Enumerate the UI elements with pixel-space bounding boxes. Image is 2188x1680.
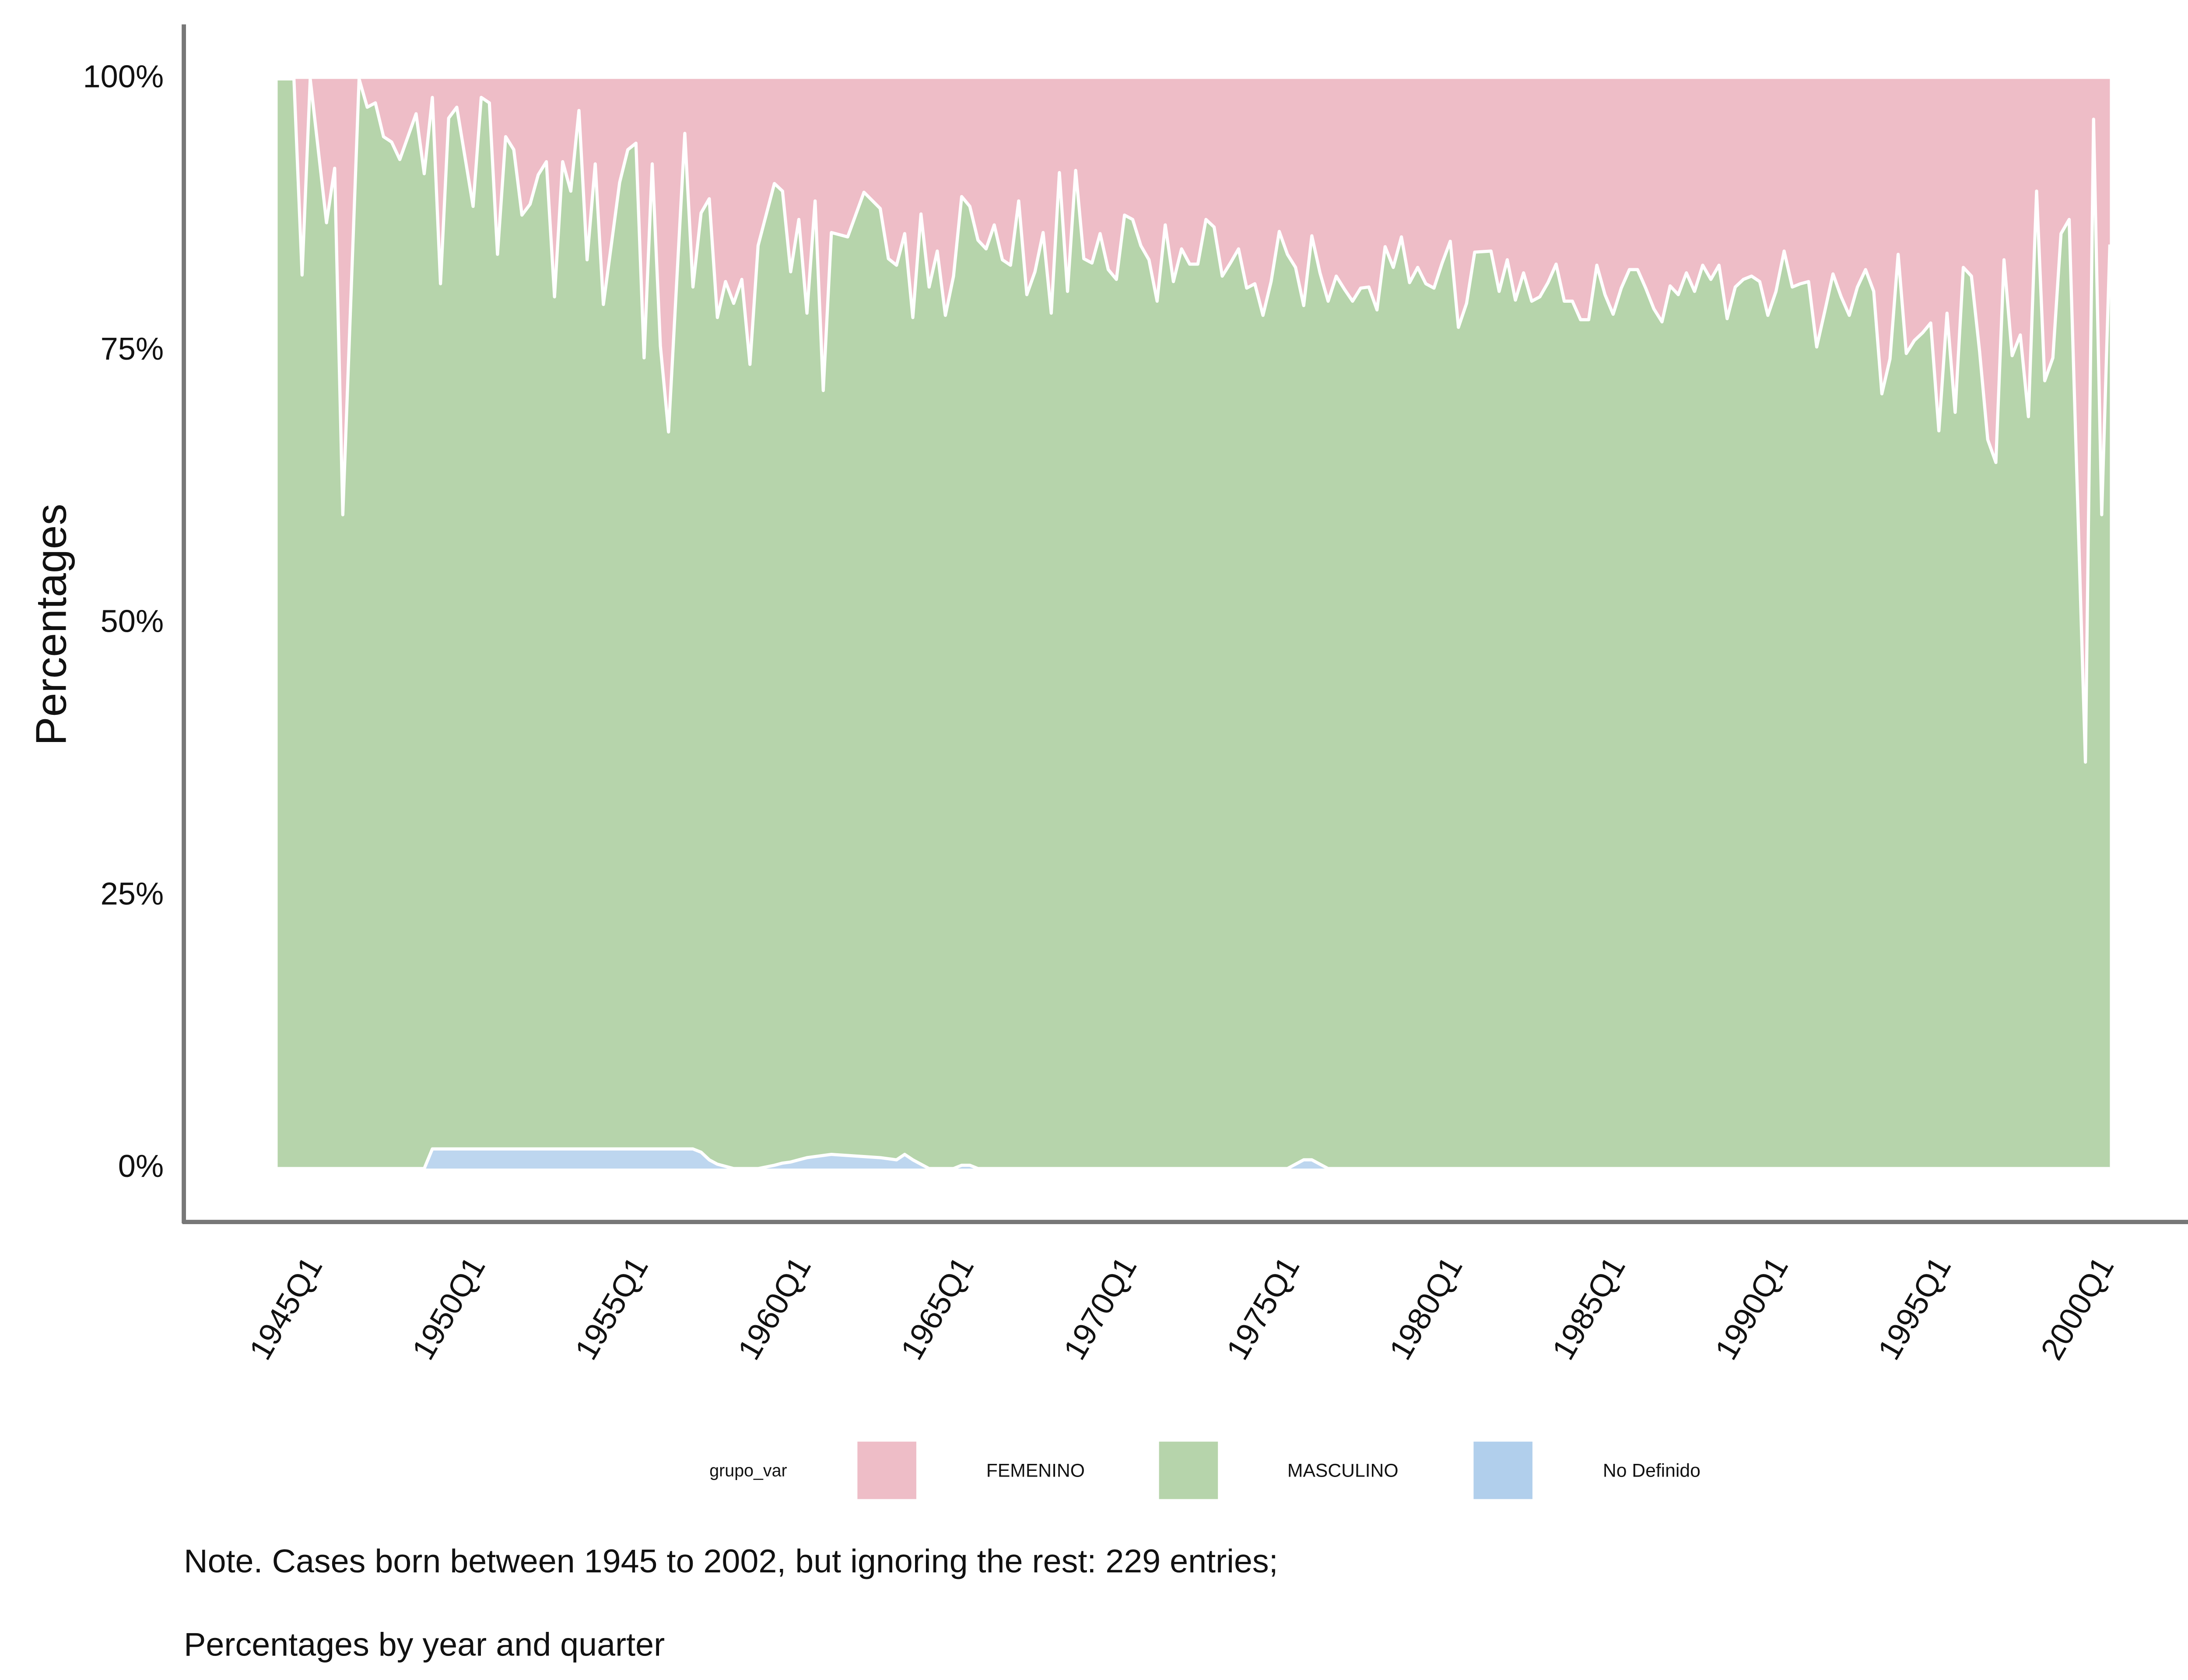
- y-tick-label: 100%: [83, 59, 164, 94]
- legend-swatch: [857, 1442, 916, 1499]
- area: [277, 79, 2110, 762]
- x-tick-label: 1970Q1: [1057, 1251, 1144, 1365]
- area: [277, 1149, 2110, 1169]
- y-axis-label: Percentages: [27, 504, 75, 746]
- y-tick-label: 0%: [118, 1149, 164, 1184]
- y-tick-label: 50%: [101, 604, 164, 639]
- x-tick-label: 1980Q1: [1383, 1251, 1469, 1365]
- caption: Percentages by year and quarter: [184, 1626, 665, 1662]
- x-tick-label: 1975Q1: [1220, 1251, 1307, 1365]
- plot-area: [277, 77, 2112, 1170]
- caption: Note. Cases born between 1945 to 2002, b…: [184, 1543, 1278, 1579]
- legend-label: No Definido: [1603, 1460, 1701, 1481]
- x-tick-label: 1955Q1: [568, 1251, 655, 1365]
- legend-swatch: [1473, 1442, 1532, 1499]
- x-tick-label: 1990Q1: [1708, 1251, 1795, 1365]
- legend-label: FEMENINO: [986, 1460, 1085, 1481]
- x-tick-label: 1985Q1: [1546, 1251, 1632, 1365]
- area: [277, 79, 2110, 1169]
- x-tick-label: 2000Q1: [2034, 1251, 2121, 1365]
- area-edge: [277, 1147, 2110, 1170]
- x-tick-label: 1945Q1: [243, 1251, 330, 1365]
- area-edge: [277, 77, 2112, 764]
- y-tick-label: 75%: [101, 332, 164, 367]
- legend-label: MASCULINO: [1287, 1460, 1399, 1481]
- x-tick-label: 1965Q1: [894, 1251, 981, 1365]
- legend-title: grupo_var: [709, 1461, 787, 1480]
- x-tick-label: 1950Q1: [406, 1251, 492, 1365]
- y-tick-label: 25%: [101, 876, 164, 911]
- legend-swatch: [1159, 1442, 1218, 1499]
- x-tick-label: 1995Q1: [1871, 1251, 1958, 1365]
- x-tick-label: 1960Q1: [731, 1251, 818, 1365]
